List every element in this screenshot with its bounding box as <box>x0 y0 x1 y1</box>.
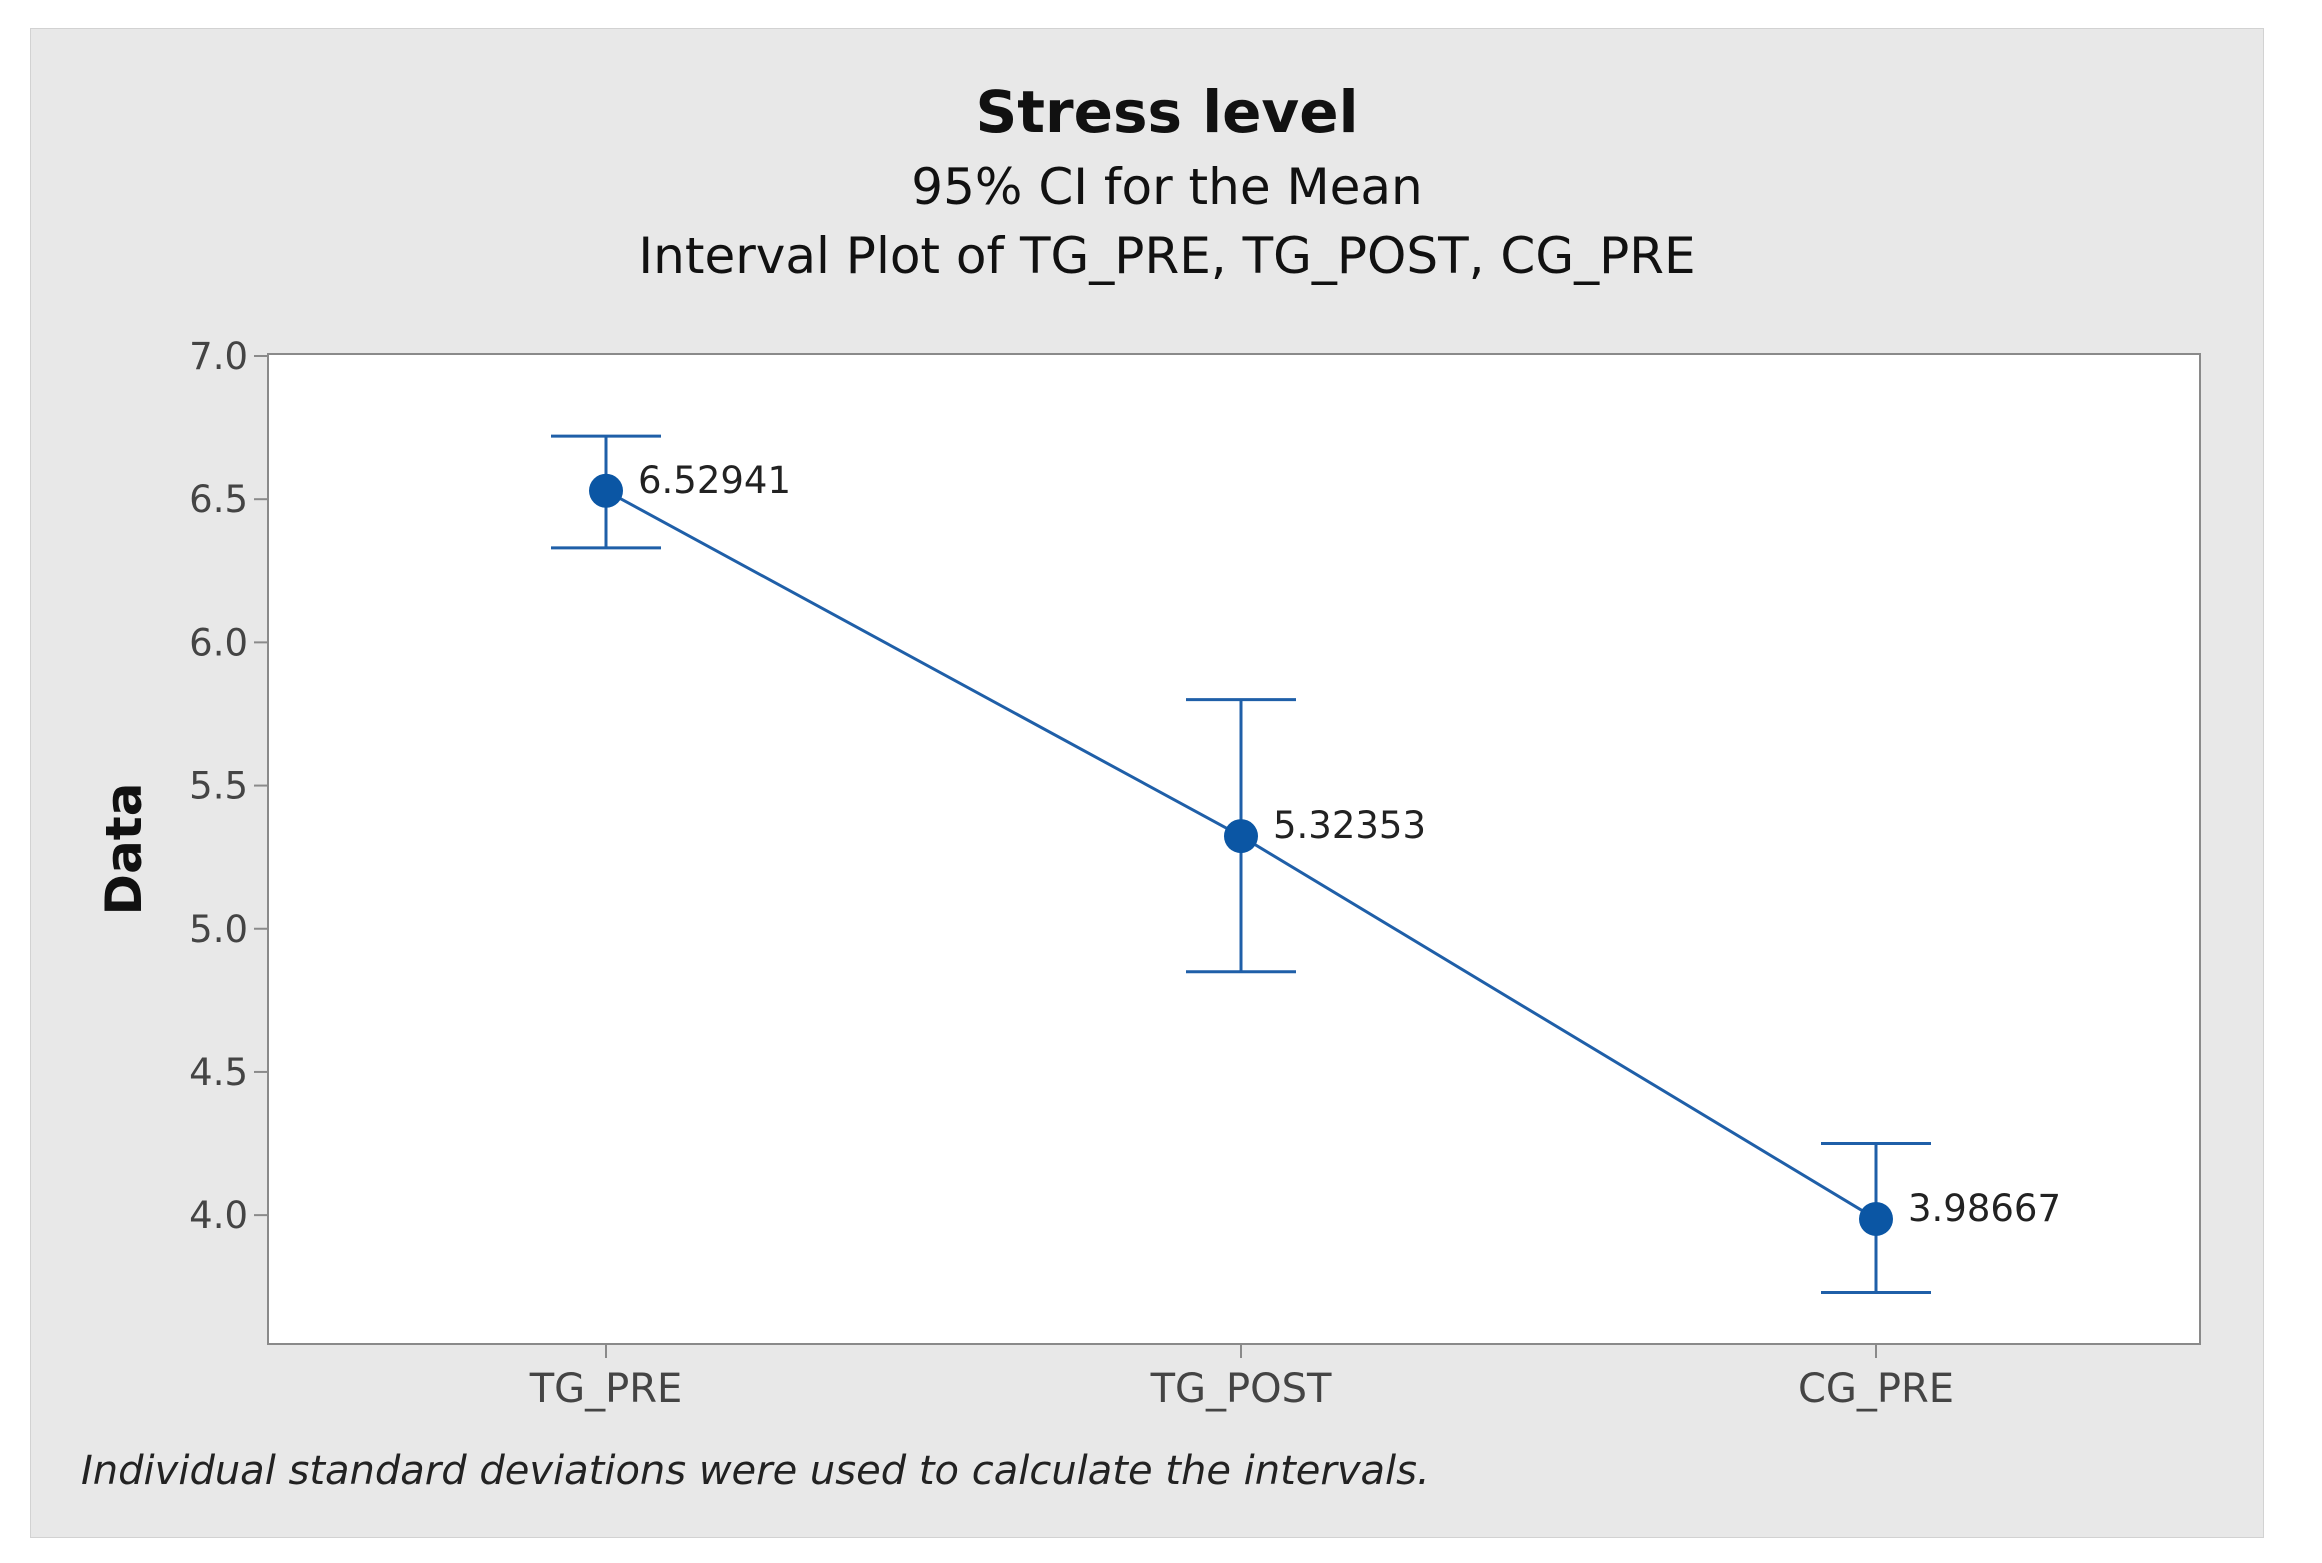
mean-data-label: 6.52941 <box>638 459 791 502</box>
chart-title: Stress level <box>976 78 1359 146</box>
x-category-label: TG_PRE <box>529 1366 683 1412</box>
chart-panel: Stress level 95% CI for the Mean Interva… <box>30 28 2264 1538</box>
y-axis-label: Data <box>95 783 153 916</box>
y-tick-label: 4.5 <box>189 1051 248 1094</box>
mean-data-label: 5.32353 <box>1273 804 1426 847</box>
mean-marker <box>1224 819 1258 854</box>
y-tick-label: 6.0 <box>189 621 248 664</box>
x-axis: TG_PRE TG_POST CG_PRE <box>529 1344 1954 1412</box>
mean-marker <box>1859 1201 1893 1236</box>
mean-marker <box>589 473 623 508</box>
chart-footnote: Individual standard deviations were used… <box>81 1448 1430 1494</box>
chart-subtitle-interval: Interval Plot of TG_PRE, TG_POST, CG_PRE <box>638 227 1695 285</box>
chart-subtitle-ci: 95% CI for the Mean <box>911 158 1422 216</box>
mean-series: 6.52941 5.32353 3.98667 <box>551 434 2061 1294</box>
interval-plot: Stress level 95% CI for the Mean Interva… <box>81 78 2201 1494</box>
y-tick-label: 4.0 <box>189 1194 248 1237</box>
y-axis: 4.0 4.5 5.0 5.5 6.0 6.5 7.0 <box>189 335 268 1237</box>
y-tick-label: 6.5 <box>189 478 248 521</box>
x-category-label: CG_PRE <box>1798 1366 1954 1412</box>
y-tick-label: 5.0 <box>189 908 248 951</box>
y-tick-label: 7.0 <box>189 335 248 378</box>
mean-data-label: 3.98667 <box>1908 1187 2061 1230</box>
y-tick-label: 5.5 <box>189 765 248 808</box>
x-category-label: TG_POST <box>1150 1366 1332 1412</box>
